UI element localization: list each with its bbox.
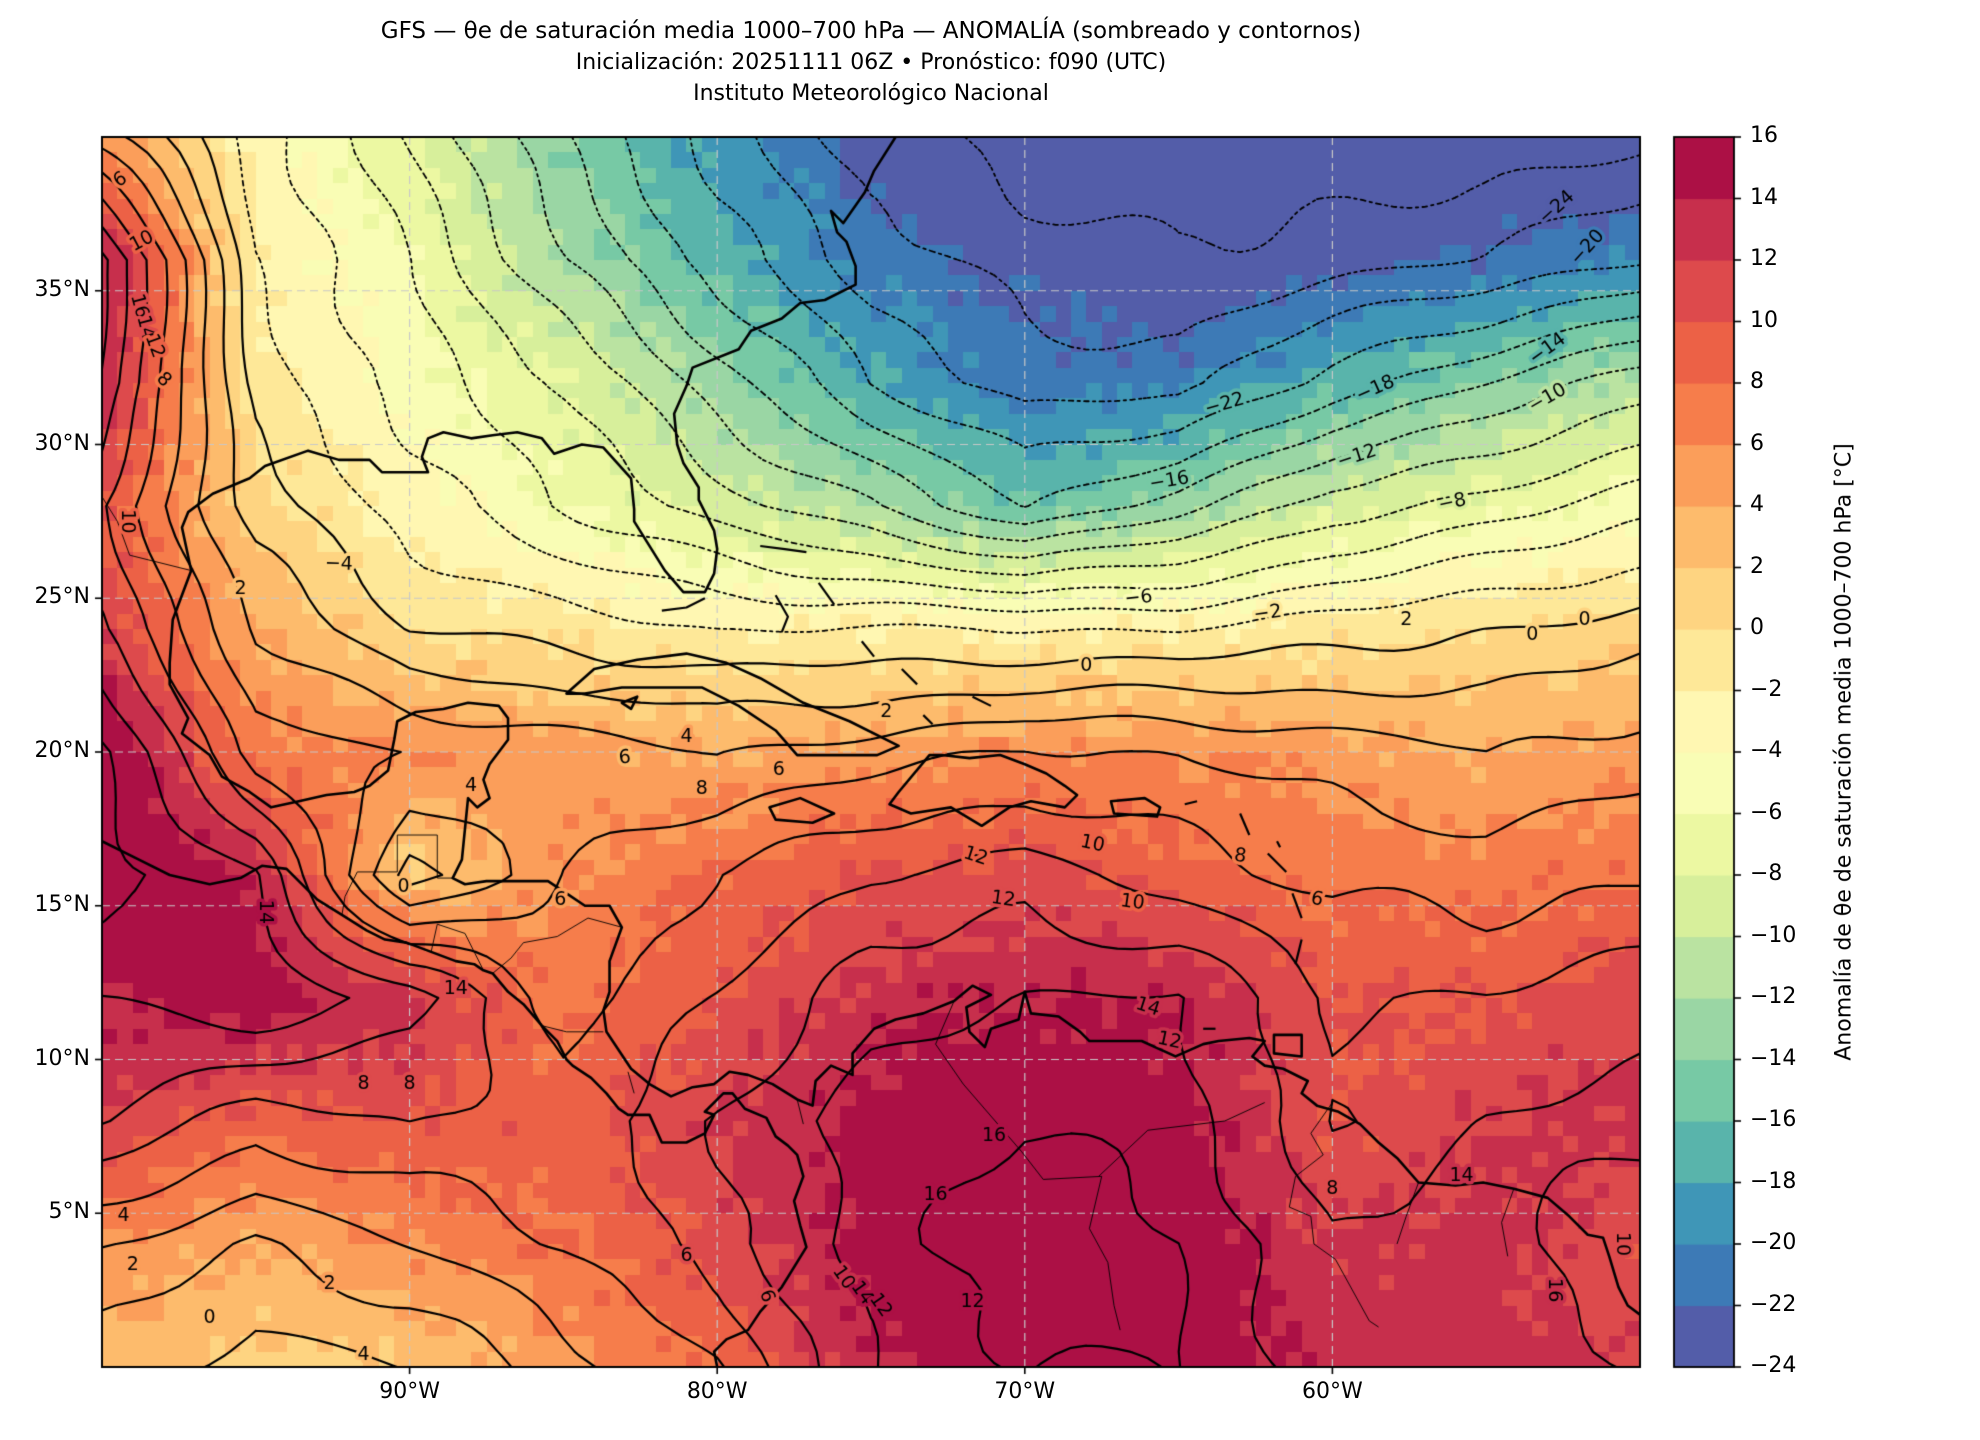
y-tick-label: 15°N <box>34 891 90 917</box>
title-block: GFS — θe de saturación media 1000–700 hP… <box>102 16 1640 109</box>
x-tick-label: 90°W <box>379 1379 440 1404</box>
colorbar-tick-label: 2 <box>1750 553 1764 579</box>
colorbar-axis-label: Anomalía de θe de saturación media 1000–… <box>1831 443 1857 1061</box>
x-tick-label: 80°W <box>686 1379 748 1404</box>
institution-line: Instituto Meteorológico Nacional <box>693 81 1049 106</box>
y-tick-label: 20°N <box>34 738 90 763</box>
page-title: GFS — θe de saturación media 1000–700 hP… <box>380 18 1362 44</box>
colorbar-tick-label: 10 <box>1750 307 1778 333</box>
colorbar-tick-label: 12 <box>1750 246 1778 271</box>
colorbar-tick-label: −2 <box>1750 676 1783 702</box>
colorbar-tick-label: −18 <box>1750 1168 1797 1194</box>
y-tick-label: 10°N <box>34 1045 90 1071</box>
colorbar-tick-label: 8 <box>1750 369 1764 394</box>
colorbar-tick-label: −10 <box>1750 922 1797 948</box>
colorbar-tick-label: −4 <box>1750 738 1783 763</box>
colorbar-tick-label: −14 <box>1750 1045 1797 1071</box>
colorbar-tick-label: −12 <box>1750 984 1797 1009</box>
colorbar-tick-label: 6 <box>1750 430 1764 456</box>
colorbar-tick-label: −16 <box>1750 1107 1797 1132</box>
y-tick-label: 5°N <box>48 1199 90 1225</box>
colorbar-tick-label: 0 <box>1750 615 1764 640</box>
y-tick-label: 30°N <box>34 430 90 456</box>
colorbar-tick-label: 4 <box>1750 492 1764 517</box>
y-tick-label: 35°N <box>34 276 90 302</box>
colorbar-tick-label: −20 <box>1750 1230 1797 1255</box>
colorbar-tick-label: −6 <box>1750 799 1783 825</box>
x-tick-label: 70°W <box>994 1379 1056 1404</box>
colorbar-tick-label: −24 <box>1750 1353 1797 1378</box>
y-tick-label: 25°N <box>34 584 90 610</box>
colorbar-tick-label: −22 <box>1750 1291 1797 1317</box>
colorbar-tick-label: 14 <box>1750 184 1778 210</box>
x-tick-label: 60°W <box>1302 1379 1363 1404</box>
colorbar-tick-label: −8 <box>1750 861 1783 886</box>
subtitle: Inicialización: 20251111 06Z • Pronóstic… <box>575 50 1167 75</box>
colorbar-tick-label: 16 <box>1750 123 1778 148</box>
